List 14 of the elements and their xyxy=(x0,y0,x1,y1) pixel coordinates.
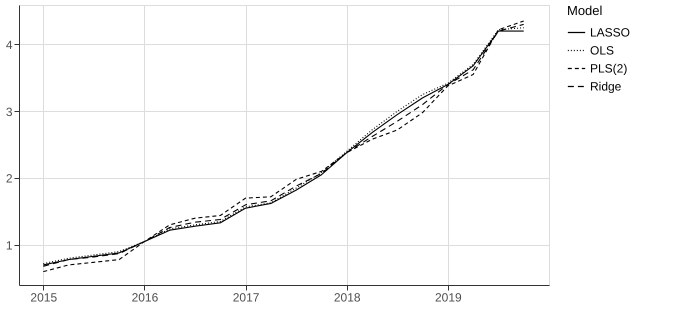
legend-title: Model xyxy=(567,3,603,18)
y-tick-label: 4 xyxy=(6,38,13,52)
legend-label: LASSO xyxy=(590,26,630,40)
y-tick-label: 1 xyxy=(6,238,13,252)
legend-label: OLS xyxy=(590,44,614,58)
x-tick-label: 2019 xyxy=(435,290,462,304)
legend-label: Ridge xyxy=(590,80,622,94)
y-tick-label: 2 xyxy=(6,172,13,186)
x-tick-label: 2016 xyxy=(132,290,159,304)
x-tick-label: 2017 xyxy=(232,290,260,304)
legend-label: PLS(2) xyxy=(590,62,628,76)
x-tick-label: 2018 xyxy=(334,290,361,304)
x-tick-label: 2015 xyxy=(30,290,58,304)
y-tick-label: 3 xyxy=(6,104,13,119)
